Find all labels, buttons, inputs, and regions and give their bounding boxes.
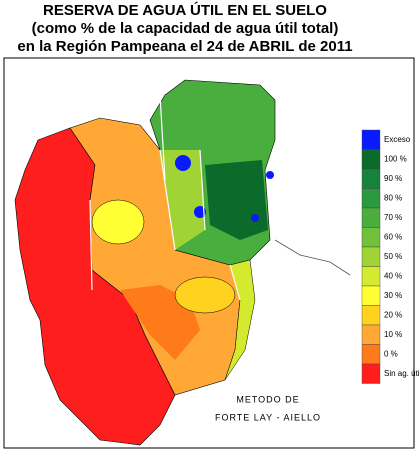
method-text: FORTE LAY - AIELLO [215, 412, 321, 422]
legend-label: 60 % [384, 232, 402, 241]
legend-swatch [361, 363, 381, 384]
method-text: METODO DE [236, 394, 299, 404]
legend: Exceso 100 % 90 % 80 % 70 % 60 % 50 % 40 % 30 % 2… [361, 129, 420, 384]
legend-label: 10 % [384, 330, 402, 339]
legend-swatch [361, 246, 381, 267]
title-line: RESERVA DE AGUA ÚTIL EN EL SUELO [43, 1, 327, 19]
region-mid [174, 276, 236, 314]
legend-label: Sin ag. útil [384, 369, 420, 378]
legend-label: 100 % [384, 154, 407, 163]
excess-spot [194, 206, 206, 218]
region-mid [91, 199, 145, 245]
province-border [89, 94, 241, 301]
region-mid-wet [224, 259, 256, 381]
legend-swatch [361, 149, 381, 170]
legend-swatch [361, 227, 381, 248]
legend-label: 20 % [384, 310, 402, 319]
legend-label: 0 % [384, 349, 398, 358]
map [14, 79, 351, 446]
excess-spot [175, 155, 191, 171]
legend-swatch [361, 168, 381, 189]
legend-swatch [361, 129, 381, 150]
legend-swatch [361, 324, 381, 345]
frame [3, 57, 415, 449]
legend-label: 50 % [384, 252, 402, 261]
river [274, 239, 351, 276]
excess-spot [251, 214, 259, 222]
legend-label: 30 % [384, 291, 402, 300]
legend-swatch [361, 266, 381, 287]
legend-swatch [361, 207, 381, 228]
legend-swatch [361, 188, 381, 209]
legend-label: 40 % [384, 271, 402, 280]
excess-spot [266, 171, 274, 179]
legend-label: 90 % [384, 174, 402, 183]
legend-label: 70 % [384, 213, 402, 222]
legend-label: 80 % [384, 193, 402, 202]
legend-swatch [361, 285, 381, 306]
legend-swatch [361, 305, 381, 326]
title-line: en la Región Pampeana el 24 de ABRIL de … [17, 38, 352, 55]
legend-swatch [361, 344, 381, 365]
legend-label: Exceso [384, 135, 411, 144]
title-line: (como % de la capacidad de agua útil tot… [32, 20, 339, 37]
